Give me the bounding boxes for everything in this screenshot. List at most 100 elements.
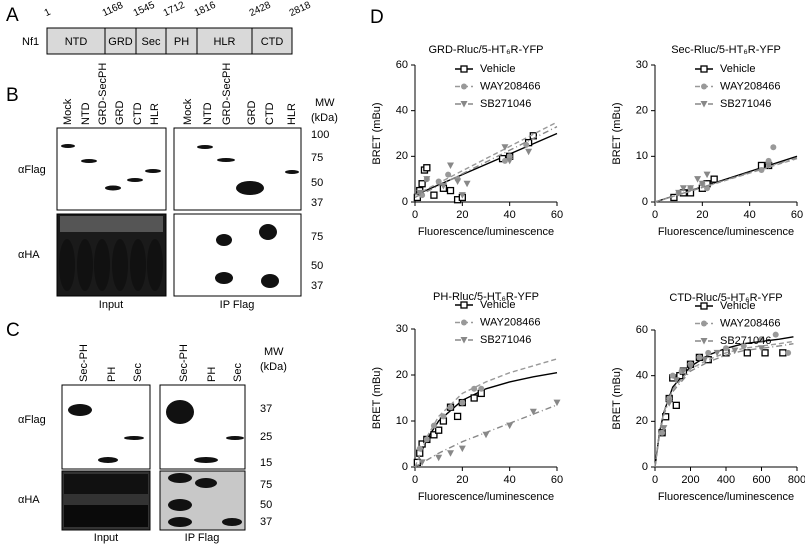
- position-label: 1: [43, 7, 53, 20]
- mw-marker: 50: [311, 177, 323, 189]
- data-point: [779, 349, 787, 357]
- mw-marker: 37: [260, 403, 272, 415]
- data-point: [696, 354, 703, 361]
- mw-marker: 15: [260, 457, 272, 469]
- data-point: [669, 372, 676, 379]
- data-point: [430, 431, 438, 439]
- fit-line: [414, 132, 558, 196]
- panel-label: A: [6, 5, 19, 26]
- lane-label: Sec: [132, 363, 144, 382]
- lane-label: Sec-PH: [178, 344, 190, 382]
- data-point: [416, 189, 424, 197]
- x-tick-label: 60: [551, 209, 563, 221]
- x-tick-label: 600: [752, 474, 770, 486]
- data-point: [525, 148, 533, 156]
- data-point: [666, 395, 673, 402]
- axis-line: [414, 329, 557, 468]
- mw-unit: (kDa): [311, 112, 338, 124]
- data-point: [470, 394, 478, 402]
- chart-title: CTD-Rluc/5-HT₆R-YFP: [669, 292, 782, 304]
- mw-marker: 50: [260, 499, 272, 511]
- antibody-label: αFlag: [18, 414, 46, 426]
- data-point: [430, 422, 437, 429]
- legend-label: Vehicle: [720, 63, 755, 75]
- x-axis-label: Fluorescence/luminescence: [658, 491, 794, 503]
- mw-title: MW: [315, 97, 335, 109]
- chart-title: GRD-Rluc/5-HT₆R-YFP: [428, 44, 543, 56]
- blot: [173, 127, 302, 211]
- data-point: [713, 349, 721, 357]
- data-point: [435, 426, 443, 434]
- data-point: [553, 399, 561, 407]
- legend-label: WAY208466: [480, 316, 541, 328]
- data-point: [770, 144, 777, 151]
- data-point: [418, 459, 426, 466]
- domain-label: NTD: [65, 36, 88, 48]
- data-point: [501, 144, 509, 151]
- mw-marker: 37: [260, 516, 272, 528]
- lane-label: GRD-SecPH: [97, 63, 109, 125]
- bands: [64, 400, 244, 527]
- legend-label: Vehicle: [720, 300, 755, 312]
- protein-name: Nf1: [22, 36, 39, 48]
- data-point: [672, 401, 680, 410]
- data-point: [453, 412, 462, 421]
- mw-title: MW: [264, 346, 284, 358]
- x-axis-label: Fluorescence/luminescence: [418, 226, 554, 238]
- data-point: [765, 157, 772, 164]
- data-point: [761, 349, 769, 357]
- data-point: [659, 429, 666, 436]
- y-tick-label: 30: [636, 59, 648, 71]
- data-point: [723, 345, 729, 352]
- legend-marker: [460, 337, 468, 344]
- data-point: [416, 445, 423, 452]
- y-tick-label: 40: [636, 370, 648, 382]
- data-point: [447, 162, 454, 169]
- lane-label: PH: [106, 367, 118, 382]
- lane-label: CTD: [132, 102, 144, 125]
- y-tick-label: 30: [396, 323, 408, 335]
- data-point: [471, 385, 478, 392]
- data-point: [687, 185, 694, 192]
- data-point: [445, 171, 452, 178]
- lane-label: HLR: [149, 103, 161, 125]
- legend-label: SB271046: [480, 334, 531, 346]
- domain-label: GRD: [108, 36, 133, 48]
- y-tick-label: 10: [396, 415, 408, 427]
- data-point: [529, 408, 537, 416]
- data-point: [758, 336, 765, 343]
- lane-label: NTD: [202, 102, 214, 125]
- blot: [159, 384, 246, 470]
- y-tick-label: 20: [396, 369, 408, 381]
- lane-label: Mock: [182, 98, 194, 125]
- position-label: 2818: [288, 0, 313, 19]
- x-tick-label: 20: [456, 209, 468, 221]
- data-point: [440, 413, 447, 420]
- fit-line: [414, 404, 558, 468]
- lane-label: Mock: [62, 98, 74, 125]
- data-point: [679, 185, 687, 192]
- data-point: [694, 176, 702, 183]
- position-label: 1545: [132, 0, 157, 19]
- x-tick-label: 40: [504, 474, 516, 486]
- group-label: IP Flag: [185, 532, 220, 544]
- legend-label: WAY208466: [720, 317, 781, 329]
- lane-label: NTD: [80, 102, 92, 125]
- legend-label: Vehicle: [480, 63, 515, 75]
- data-point: [447, 404, 454, 411]
- data-point: [478, 385, 485, 392]
- data-point: [506, 157, 514, 165]
- data-point: [758, 345, 765, 352]
- domain-label: Sec: [142, 36, 161, 48]
- legend-marker: [460, 65, 468, 73]
- antibody-label: αFlag: [18, 164, 46, 176]
- x-tick-label: 20: [696, 209, 708, 221]
- data-point: [672, 377, 680, 384]
- data-point: [458, 192, 466, 199]
- lane-label: Sec-PH: [78, 344, 90, 382]
- legend-marker: [460, 301, 468, 309]
- data-point: [785, 349, 792, 356]
- data-point: [687, 363, 694, 371]
- legend-marker: [461, 319, 467, 326]
- data-point: [501, 157, 508, 164]
